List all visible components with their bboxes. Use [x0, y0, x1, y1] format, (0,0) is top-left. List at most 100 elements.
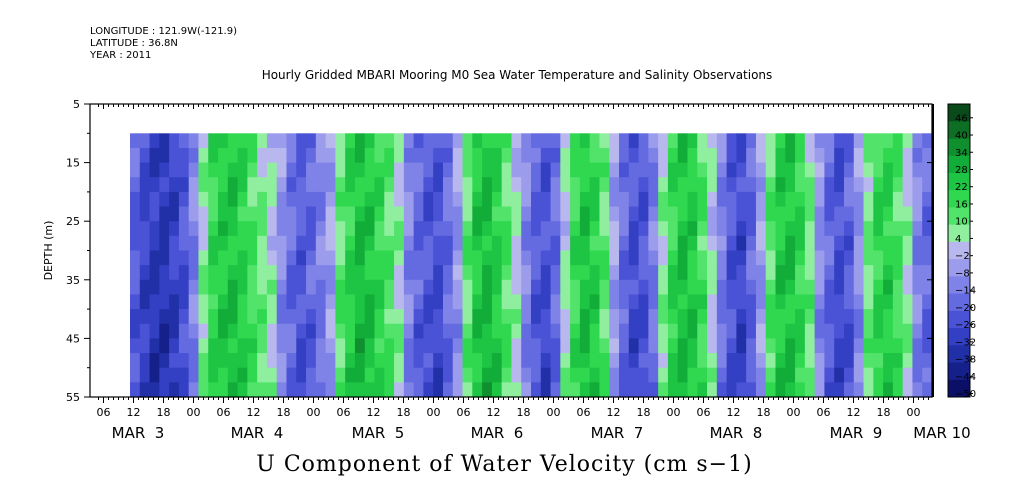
heatmap-cell: [325, 382, 336, 398]
heatmap-cell: [570, 235, 581, 252]
colorbar-swatch: [948, 345, 970, 364]
y-tick-label: 5: [73, 98, 80, 111]
heatmap-cell: [462, 162, 473, 178]
heatmap-cell: [902, 206, 914, 222]
heatmap-cell: [804, 147, 816, 164]
heatmap-cell: [149, 177, 160, 193]
heatmap-cell: [257, 250, 268, 266]
heatmap-cell: [364, 221, 376, 237]
heatmap-cell: [570, 309, 581, 325]
heatmap-cell: [804, 250, 816, 266]
heatmap-cell: [531, 323, 542, 339]
heatmap-cell: [746, 279, 757, 296]
heatmap-cell: [863, 279, 874, 296]
heatmap-cell: [736, 382, 747, 398]
heatmap-cell: [501, 382, 513, 398]
heatmap-cell: [902, 162, 914, 178]
heatmap-cell: [922, 133, 933, 149]
heatmap-cell: [491, 221, 503, 237]
heatmap-cell: [550, 133, 561, 149]
heatmap-cell: [315, 250, 327, 266]
heatmap-cell: [658, 221, 669, 237]
heatmap-cell: [325, 367, 336, 383]
heatmap-cell: [560, 147, 571, 164]
heatmap-cell: [149, 235, 160, 252]
heatmap-cell: [843, 382, 855, 398]
heatmap-cell: [560, 279, 571, 296]
heatmap-cell: [413, 382, 425, 398]
colorbar-swatch: [948, 241, 970, 260]
heatmap-cell: [843, 353, 855, 369]
heatmap-cell: [188, 250, 200, 266]
heatmap-cell: [296, 265, 307, 281]
colorbar-swatch: [948, 310, 970, 329]
heatmap-cell: [247, 147, 258, 164]
heatmap-cell: [560, 250, 571, 266]
heatmap-cell: [325, 133, 336, 149]
heatmap-cell: [423, 133, 434, 149]
heatmap-cell: [922, 162, 933, 178]
heatmap-cell: [922, 323, 933, 339]
heatmap-cell: [521, 221, 532, 237]
heatmap-field: [130, 133, 933, 398]
heatmap-cell: [599, 191, 610, 208]
heatmap-cell: [374, 191, 385, 208]
heatmap-cell: [266, 279, 278, 296]
colorbar-label: 4: [955, 234, 961, 245]
heatmap-cell: [609, 294, 620, 310]
heatmap-cell: [413, 279, 425, 296]
x-day-label: MAR 6: [471, 424, 524, 442]
heatmap-cell: [677, 162, 689, 178]
heatmap-cell: [765, 353, 777, 369]
heatmap-cell: [394, 353, 405, 369]
heatmap-cell: [501, 279, 513, 296]
heatmap-cell: [716, 265, 728, 281]
heatmap-cell: [667, 206, 679, 222]
heatmap-cell: [139, 279, 151, 296]
heatmap-cell: [335, 294, 346, 310]
heatmap-cell: [540, 353, 552, 369]
heatmap-cell: [824, 250, 835, 266]
heatmap-cell: [521, 353, 532, 369]
heatmap-cell: [902, 367, 914, 383]
heatmap-cell: [609, 221, 620, 237]
heatmap-cell: [237, 279, 248, 296]
heatmap-cell: [374, 147, 385, 164]
heatmap-cell: [667, 323, 679, 339]
heatmap-cell: [843, 147, 855, 164]
heatmap-cell: [413, 353, 425, 369]
heatmap-cell: [511, 177, 522, 193]
heatmap-cell: [589, 323, 601, 339]
heatmap-cell: [511, 294, 522, 310]
heatmap-cell: [413, 338, 425, 354]
heatmap-cell: [335, 147, 346, 164]
heatmap-cell: [912, 133, 923, 149]
heatmap-cell: [178, 177, 190, 193]
heatmap-cell: [286, 133, 297, 149]
heatmap-cell: [628, 133, 640, 149]
heatmap-cell: [501, 323, 513, 339]
heatmap-cell: [755, 147, 767, 164]
heatmap-cell: [736, 294, 747, 310]
heatmap-cell: [462, 279, 473, 296]
heatmap-cell: [345, 353, 356, 369]
heatmap-cell: [178, 162, 190, 178]
heatmap-cell: [169, 309, 180, 325]
heatmap-cell: [697, 221, 708, 237]
heatmap-cell: [667, 177, 679, 193]
heatmap-cell: [423, 162, 434, 178]
heatmap-cell: [843, 323, 855, 339]
heatmap-cell: [403, 250, 415, 266]
heatmap-cell: [863, 353, 874, 369]
heatmap-cell: [257, 221, 268, 237]
heatmap-cell: [765, 133, 777, 149]
heatmap-cell: [726, 221, 737, 237]
heatmap-cell: [130, 265, 141, 281]
heatmap-cell: [775, 250, 786, 266]
heatmap-cell: [619, 309, 630, 325]
heatmap-cell: [716, 367, 728, 383]
heatmap-cell: [345, 294, 356, 310]
heatmap-cell: [883, 147, 894, 164]
heatmap-cell: [589, 147, 601, 164]
